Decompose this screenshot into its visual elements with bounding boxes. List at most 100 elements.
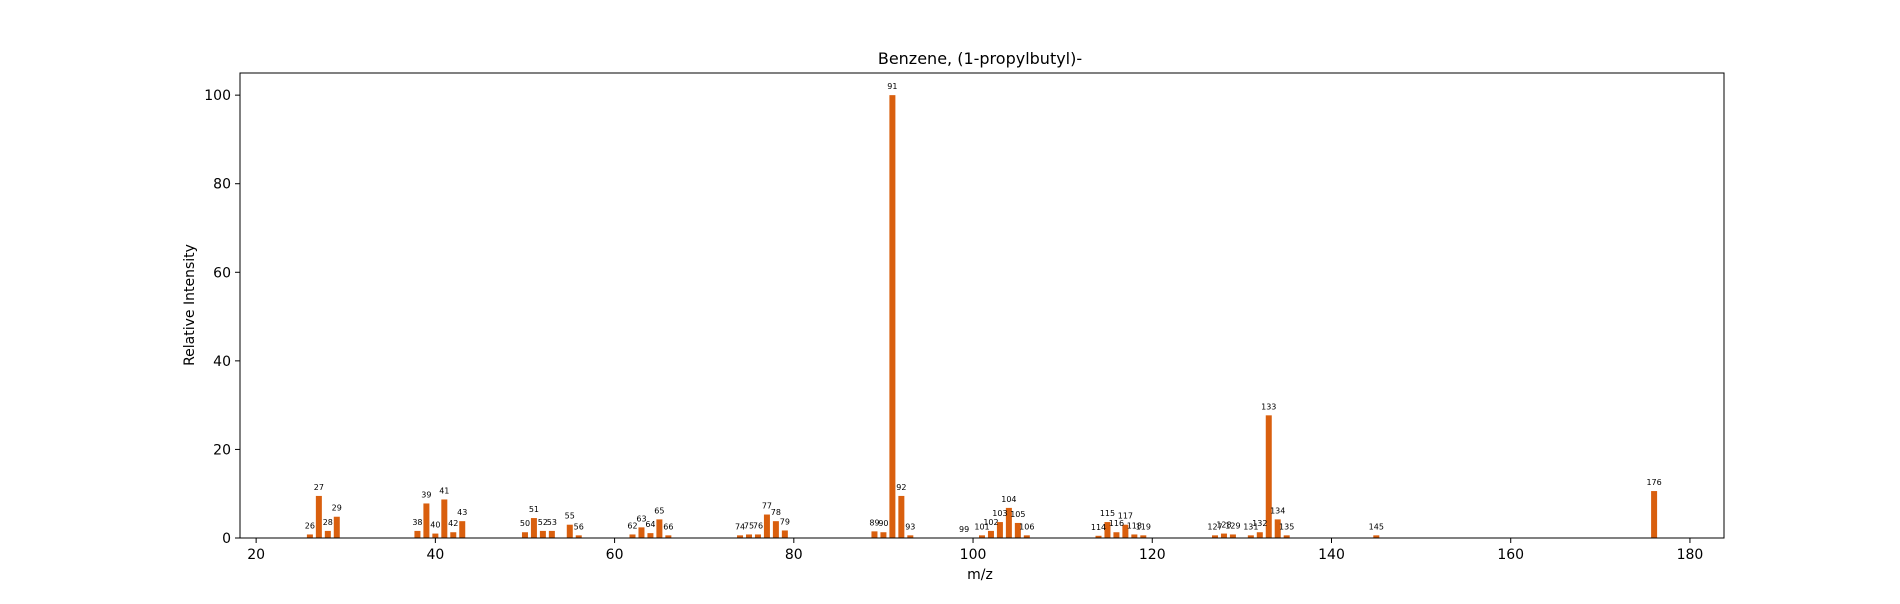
peak-label: 79 xyxy=(780,517,790,526)
peak-bar xyxy=(530,518,537,538)
peak-label: 106 xyxy=(1019,522,1034,531)
y-tick-label: 0 xyxy=(222,531,231,547)
peak-label: 65 xyxy=(654,506,664,515)
peak-bar xyxy=(575,535,582,538)
peak-label: 119 xyxy=(1136,522,1151,531)
peak-bar xyxy=(665,535,672,538)
peak-label: 129 xyxy=(1225,521,1240,530)
peak-bar xyxy=(324,530,331,538)
plot-frame xyxy=(239,72,1725,539)
peak-label: 134 xyxy=(1270,506,1285,515)
peak-label: 90 xyxy=(878,519,888,528)
x-tick-label: 160 xyxy=(1497,547,1524,563)
peak-bar xyxy=(1256,532,1263,538)
peak-label: 63 xyxy=(636,514,646,523)
peak-bar xyxy=(746,534,752,538)
x-tick-label: 180 xyxy=(1677,547,1704,563)
peak-bar xyxy=(898,495,905,538)
peak-label: 66 xyxy=(663,522,673,531)
peak-bar xyxy=(1274,519,1281,538)
peak-bar xyxy=(306,534,313,538)
peak-label: 115 xyxy=(1100,509,1115,518)
peak-bar xyxy=(996,522,1003,538)
peak-label: 29 xyxy=(332,504,342,513)
peak-bar xyxy=(907,535,914,538)
peak-label: 103 xyxy=(992,509,1007,518)
y-axis-label: Relative Intensity xyxy=(182,244,198,366)
peak-label: 114 xyxy=(1091,523,1106,532)
peak-label: 40 xyxy=(430,521,440,530)
peak-bar xyxy=(1113,532,1120,538)
peak-label: 76 xyxy=(753,521,763,530)
peak-label: 89 xyxy=(869,518,879,527)
peak-bar xyxy=(1265,415,1272,538)
peak-bar xyxy=(1104,522,1111,538)
peak-label: 145 xyxy=(1369,522,1384,531)
peak-bar xyxy=(629,534,636,538)
peak-label: 51 xyxy=(529,505,539,514)
peak-bar xyxy=(333,516,340,538)
peak-label: 64 xyxy=(645,520,655,529)
peak-label: 26 xyxy=(305,521,315,530)
peak-bar xyxy=(1247,535,1254,538)
x-tick-label: 40 xyxy=(426,547,444,563)
peak-label: 50 xyxy=(520,519,530,528)
peak-bar xyxy=(638,527,645,538)
peak-label: 52 xyxy=(538,518,548,527)
peak-label: 43 xyxy=(457,508,467,517)
peak-label: 92 xyxy=(896,483,906,492)
peak-bar xyxy=(1229,534,1236,538)
peak-bar xyxy=(1140,535,1147,538)
peak-label: 27 xyxy=(314,483,324,492)
peak-bar xyxy=(1212,535,1218,538)
peak-bar xyxy=(763,514,770,538)
bars-layer xyxy=(306,95,1658,538)
peak-label: 127 xyxy=(1207,522,1222,531)
peak-label: 38 xyxy=(412,518,422,527)
peak-bar xyxy=(521,532,528,538)
peak-bar xyxy=(1095,535,1102,538)
peak-label: 104 xyxy=(1001,495,1016,504)
peak-bar xyxy=(656,519,663,538)
x-tick-label: 120 xyxy=(1139,547,1166,563)
peak-label: 101 xyxy=(974,522,989,531)
peak-label: 99 xyxy=(959,525,969,534)
peak-bar xyxy=(1005,507,1012,538)
peak-label: 132 xyxy=(1252,519,1267,528)
peak-label: 135 xyxy=(1279,522,1294,531)
peak-label: 53 xyxy=(547,518,557,527)
y-tick-label: 40 xyxy=(213,354,231,370)
peak-bar xyxy=(979,535,985,538)
peak-bar xyxy=(548,530,555,538)
peak-bar xyxy=(880,532,887,538)
x-tick-label: 60 xyxy=(606,547,624,563)
peak-label: 105 xyxy=(1010,510,1025,519)
peak-bar xyxy=(1023,535,1030,538)
chart-title: Benzene, (1-propylbutyl)- xyxy=(878,49,1082,68)
peak-bar xyxy=(781,530,788,538)
x-tick-label: 100 xyxy=(960,547,987,563)
peak-label: 74 xyxy=(735,522,745,531)
peak-bar xyxy=(772,521,779,538)
peak-bar xyxy=(1373,535,1380,538)
x-axis-label: m/z xyxy=(967,567,993,583)
peak-bar xyxy=(1014,522,1021,538)
peak-label: 93 xyxy=(905,522,915,531)
peak-bar xyxy=(871,531,878,538)
y-tick-label: 20 xyxy=(213,442,231,458)
peak-label: 133 xyxy=(1261,402,1276,411)
y-tick-label: 60 xyxy=(213,265,231,281)
x-tick-label: 140 xyxy=(1318,547,1345,563)
peak-label: 91 xyxy=(887,82,897,91)
x-tick-label: 20 xyxy=(247,547,265,563)
peak-bar xyxy=(987,530,994,538)
peak-label: 41 xyxy=(439,486,449,495)
peak-bar xyxy=(450,532,457,538)
peak-bar xyxy=(539,530,546,538)
peak-label: 78 xyxy=(771,508,781,517)
peak-bar xyxy=(414,530,421,538)
peak-bar xyxy=(754,534,761,538)
peak-label: 102 xyxy=(983,518,998,527)
